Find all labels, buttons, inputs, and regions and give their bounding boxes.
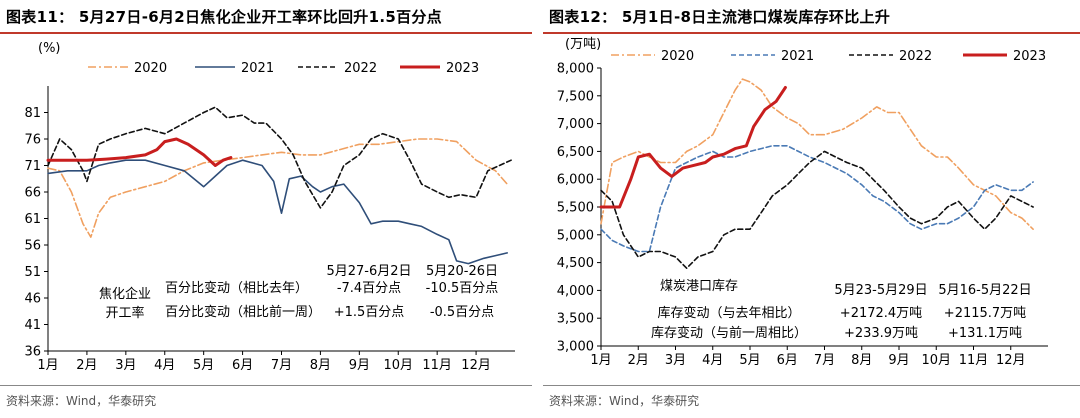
x-tick-label: 12月	[996, 353, 1026, 368]
y-tick-label: 66	[24, 186, 41, 201]
x-tick-label: 8月	[851, 353, 872, 368]
y-tick-label: 56	[24, 239, 41, 254]
annotation-value-previous-wow: +131.1万吨	[948, 326, 1022, 341]
chart-title-bar: 图表11： 5月27日-6月2日焦化企业开工率环比回升1.5百分点	[0, 0, 532, 34]
x-tick-label: 5月	[739, 353, 760, 368]
annotation-value-previous-yoy: -10.5百分点	[426, 281, 499, 296]
x-tick-label: 3月	[115, 358, 136, 373]
x-tick-label: 1月	[37, 358, 58, 373]
source-divider	[0, 385, 532, 386]
source-divider	[543, 385, 1080, 386]
y-tick-label: 61	[24, 212, 41, 227]
series-line-2020	[600, 78, 1034, 230]
y-tick-label: 51	[24, 265, 41, 280]
y-tick-label: 81	[24, 106, 41, 121]
series-line-2022	[47, 106, 512, 209]
annotation-period-previous: 5月16-5月22日	[938, 283, 1031, 298]
y-tick-label: 7,000	[557, 117, 594, 132]
y-tick-label: 36	[24, 345, 41, 360]
annotation-metric-wow: 百分比变动（相比前一周）	[165, 304, 321, 320]
legend-label-2021: 2021	[241, 61, 274, 76]
y-tick-label: 71	[24, 159, 41, 174]
x-tick-label: 11月	[422, 358, 452, 373]
annotation-period-current: 5月27-6月2日	[326, 264, 411, 279]
y-tick-label: 6,500	[557, 145, 594, 160]
x-tick-label: 6月	[777, 353, 798, 368]
annotation-period-previous: 5月20-26日	[426, 264, 498, 279]
annotation-row-label: 焦化企业	[99, 286, 151, 302]
x-tick-label: 9月	[888, 353, 909, 368]
legend-label-2022: 2022	[899, 49, 932, 64]
x-tick-label: 10月	[921, 353, 951, 368]
legend-label-2023: 2023	[1013, 49, 1046, 64]
y-axis-unit: (%)	[38, 41, 61, 56]
series-line-2021	[600, 145, 1034, 253]
y-tick-label: 8,000	[557, 62, 594, 77]
x-tick-label: 4月	[702, 353, 723, 368]
chart-title: 图表11： 5月27日-6月2日焦化企业开工率环比回升1.5百分点	[6, 8, 442, 26]
x-tick-label: 12月	[461, 358, 491, 373]
source-note: 资料来源：Wind，华泰研究	[549, 394, 700, 408]
annotation-metric-yoy: 百分比变动（相比去年）	[165, 280, 308, 296]
x-tick-label: 2月	[76, 358, 97, 373]
legend-label-2022: 2022	[344, 61, 377, 76]
chart-title: 图表12： 5月1日-8日主流港口煤炭库存环比上升	[549, 8, 891, 26]
annotation-value-previous-wow: -0.5百分点	[430, 305, 494, 320]
annotation-value-current-wow: +1.5百分点	[334, 305, 405, 320]
annotation-period-current: 5月23-5月29日	[834, 283, 927, 298]
chart-panel-coking-utilization: 图表11： 5月27日-6月2日焦化企业开工率环比回升1.5百分点 (%) 36 4…	[0, 0, 532, 418]
annotation-metric-wow: 库存变动（与前一周相比）	[651, 325, 807, 341]
annotation-value-previous-yoy: +2115.7万吨	[944, 306, 1026, 321]
annotation-value-current-wow: +233.9万吨	[844, 326, 918, 341]
legend-label-2020: 2020	[134, 61, 167, 76]
annotation-row-label: 开工率	[105, 305, 144, 321]
y-tick-label: 5,000	[557, 228, 594, 243]
y-tick-label: 6,000	[557, 173, 594, 188]
x-tick-label: 7月	[271, 358, 292, 373]
legend-label-2023: 2023	[446, 61, 479, 76]
series-line-2021	[47, 159, 508, 265]
y-tick-label: 46	[24, 292, 41, 307]
chart-title-bar: 图表12： 5月1日-8日主流港口煤炭库存环比上升	[543, 0, 1080, 34]
annotation-row-label: 煤炭港口库存	[660, 278, 738, 294]
series-line-2023	[46, 137, 233, 167]
x-tick-label: 8月	[310, 358, 331, 373]
x-tick-label: 5月	[193, 358, 214, 373]
y-tick-label: 76	[24, 133, 41, 148]
x-tick-label: 3月	[665, 353, 686, 368]
y-tick-label: 4,500	[557, 256, 594, 271]
y-tick-label: 7,500	[557, 89, 594, 104]
x-tick-label: 1月	[590, 353, 611, 368]
annotation-value-current-yoy: +2172.4万吨	[840, 306, 922, 321]
chart-panel-port-coal-stock: 图表12： 5月1日-8日主流港口煤炭库存环比上升 (万吨) 3,000 3,500…	[543, 0, 1080, 418]
y-tick-label: 4,000	[557, 284, 594, 299]
y-tick-label: 41	[24, 318, 41, 333]
series-line-2020	[47, 138, 508, 238]
series-line-2023	[599, 86, 787, 209]
legend-label-2020: 2020	[661, 49, 694, 64]
y-tick-label: 3,500	[557, 312, 594, 327]
x-tick-label: 10月	[383, 358, 413, 373]
x-tick-label: 2月	[628, 353, 649, 368]
annotation-metric-yoy: 库存变动（与去年相比）	[657, 305, 800, 321]
series-line-2022	[600, 150, 1034, 269]
x-tick-label: 4月	[154, 358, 175, 373]
x-tick-label: 6月	[232, 358, 253, 373]
x-tick-label: 11月	[959, 353, 989, 368]
source-note: 资料来源：Wind，华泰研究	[6, 394, 157, 408]
y-tick-label: 3,000	[557, 340, 594, 355]
legend-label-2021: 2021	[781, 49, 814, 64]
y-tick-label: 5,500	[557, 201, 594, 216]
x-tick-label: 7月	[814, 353, 835, 368]
line-chart: (%) 36 41 46 51 56 61 66 71 76 81 1月 2月 3月 4月 5月 6月 7月 8月 9…	[24, 41, 515, 373]
line-chart: (万吨) 3,000 3,500 4,000 4,500 5,000 5,500 6,000 6…	[557, 37, 1048, 368]
y-axis-unit: (万吨)	[565, 37, 601, 52]
x-tick-label: 9月	[349, 358, 370, 373]
annotation-value-current-yoy: -7.4百分点	[337, 281, 401, 296]
